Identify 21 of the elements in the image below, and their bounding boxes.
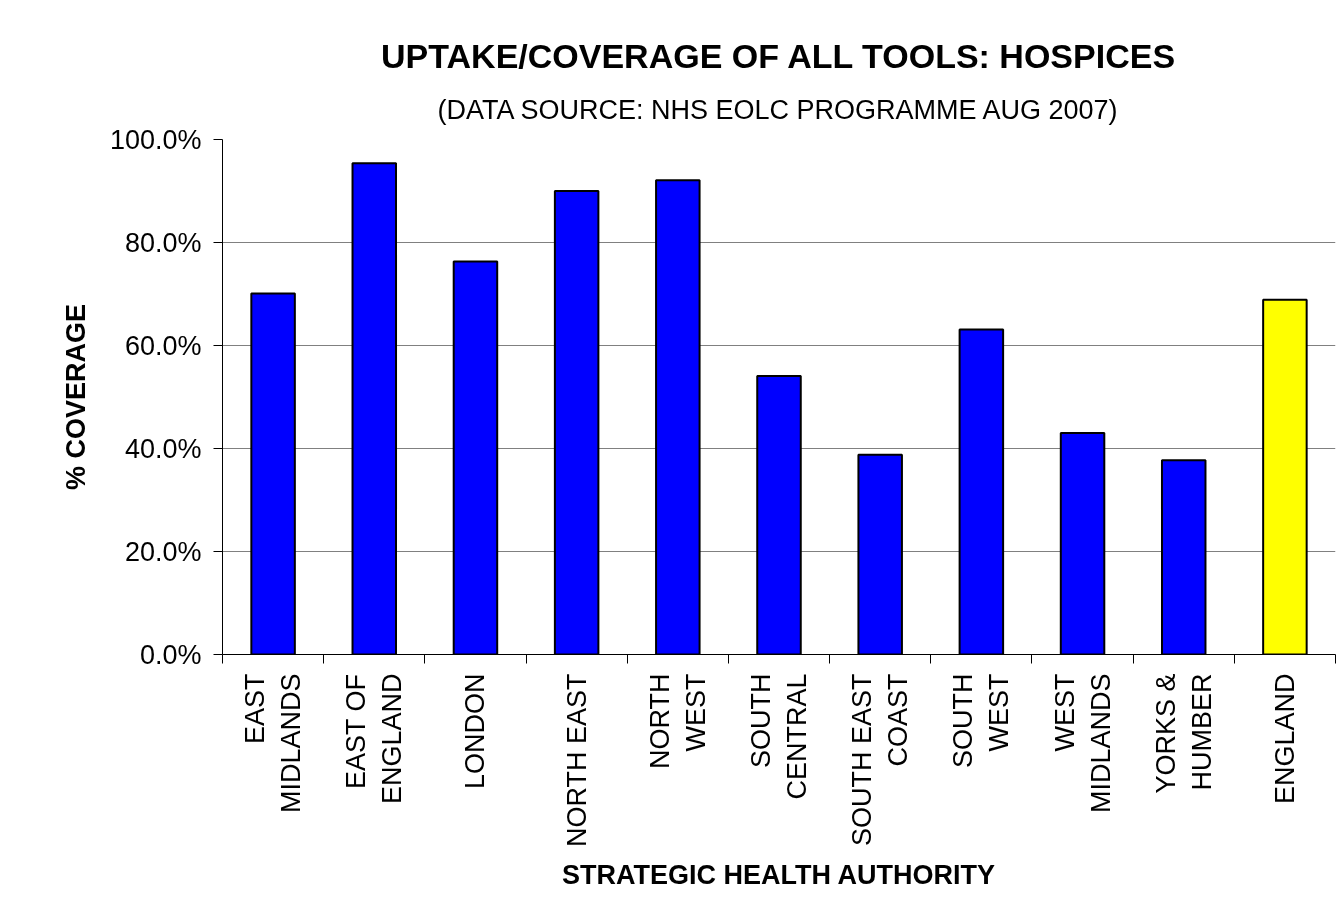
y-tick-label: 60.0% — [124, 330, 202, 361]
x-tick-label: SOUTH CENTRAL — [746, 673, 812, 800]
x-tick-label: ENGLAND — [1269, 673, 1300, 805]
y-tick-label: 40.0% — [124, 433, 202, 464]
x-tick-label: SOUTH EAST COAST — [847, 673, 914, 847]
x-tick-label: SOUTH WEST — [948, 673, 1015, 768]
x-tick-label: WEST MIDLANDS — [1049, 673, 1116, 814]
x-tick-label: YORKS & HUMBER — [1150, 673, 1217, 794]
x-tick-label: NORTH WEST — [644, 673, 711, 769]
y-tick-label: 80.0% — [124, 227, 202, 258]
x-tick-label: LONDON — [460, 673, 491, 790]
y-tick-label: 0.0% — [139, 639, 202, 670]
y-tick-label: 20.0% — [124, 536, 202, 567]
x-axis-title: STRATEGIC HEALTH AUTHORITY — [562, 860, 995, 891]
x-tick-label: NORTH EAST — [561, 673, 592, 848]
chart-subtitle: (DATA SOURCE: NHS EOLC PROGRAMME AUG 2007) — [437, 94, 1118, 125]
chart-title: UPTAKE/COVERAGE OF ALL TOOLS: HOSPICES — [381, 36, 1176, 75]
y-axis-title: % COVERAGE — [60, 303, 91, 491]
x-tick-label: EAST OF ENGLAND — [341, 673, 408, 805]
x-tick-label: EAST MIDLANDS — [240, 673, 307, 814]
y-tick-label: 100.0% — [109, 124, 202, 155]
